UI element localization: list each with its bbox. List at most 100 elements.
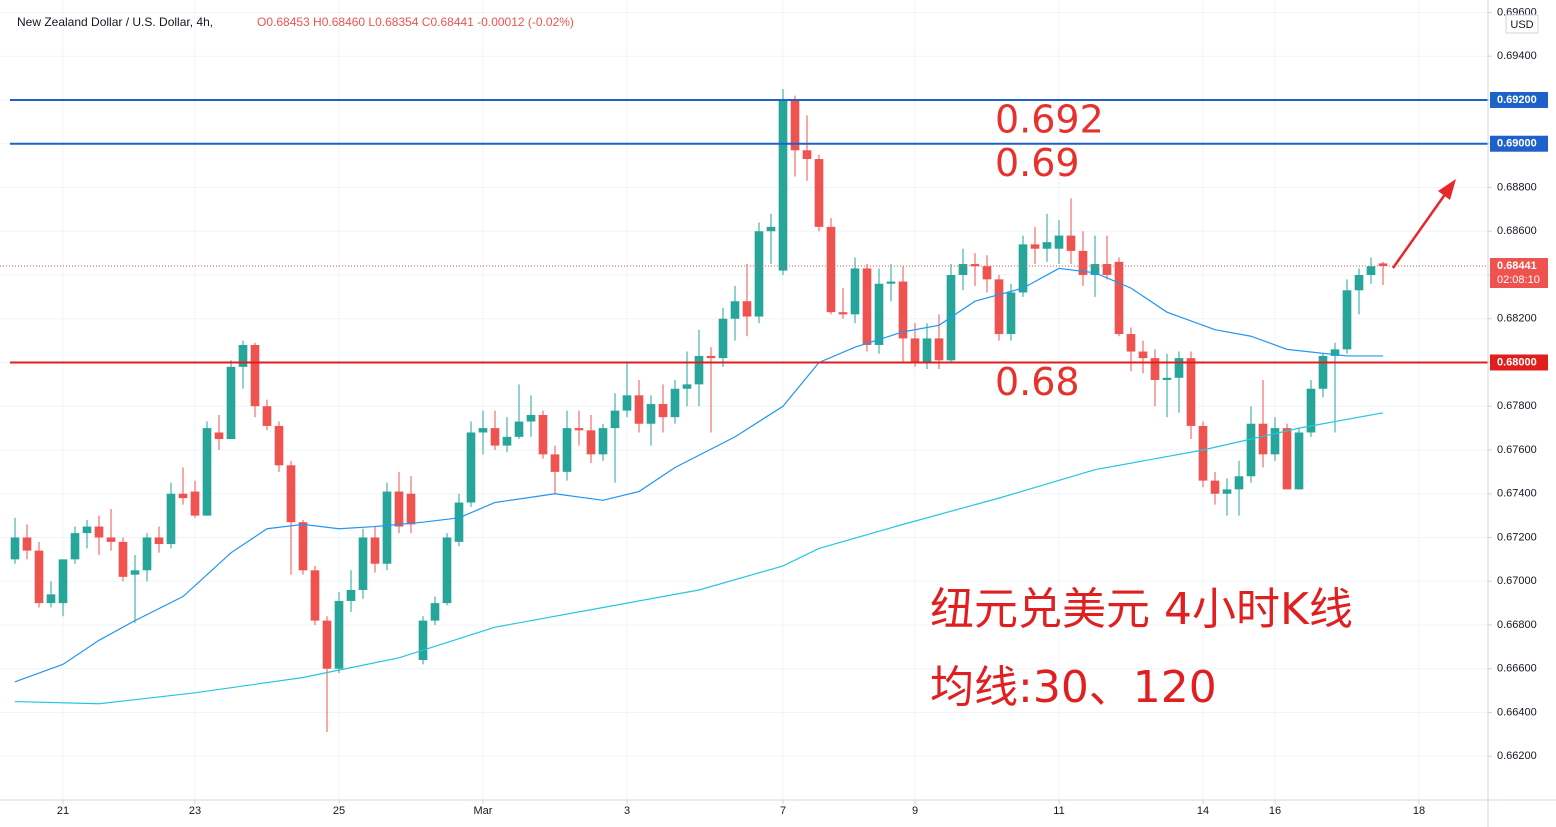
candle-body xyxy=(874,283,884,345)
level-label: 0.68000 xyxy=(1497,356,1537,368)
axis: 0.66200 0.66400 0.66600 0.66800 0.67000 0.672… xyxy=(57,6,1548,817)
candle-body xyxy=(502,436,512,446)
candle-body xyxy=(382,491,392,564)
trend-arrow xyxy=(1391,179,1456,269)
candle-body xyxy=(442,537,452,604)
candle-body xyxy=(1306,388,1316,433)
candle-body xyxy=(10,537,20,560)
candle-body xyxy=(826,226,836,313)
candle-body xyxy=(1042,242,1052,249)
candle-body xyxy=(958,264,968,275)
y-tick-label: 0.66600 xyxy=(1497,663,1537,675)
candle-body xyxy=(274,425,284,466)
candle-body xyxy=(370,537,380,564)
candle-body xyxy=(1150,358,1160,380)
candle-body xyxy=(574,428,584,431)
candle-body xyxy=(718,318,728,359)
y-tick-label: 0.67000 xyxy=(1497,575,1537,587)
candle-body xyxy=(1246,423,1256,477)
candle-body xyxy=(1378,263,1388,267)
candle-body xyxy=(250,344,260,407)
candle-body xyxy=(526,414,536,422)
y-tick-label: 0.67600 xyxy=(1497,444,1537,456)
candle-body xyxy=(394,491,404,527)
candle-body xyxy=(730,301,740,319)
candle-body xyxy=(1294,432,1304,490)
candle-body xyxy=(1210,480,1220,494)
level-annotation: 0.692 xyxy=(995,97,1104,141)
candle-body xyxy=(466,432,476,503)
candle-body xyxy=(634,395,644,424)
candle-body xyxy=(334,600,344,669)
candle-body xyxy=(550,454,560,472)
candle-body xyxy=(1162,377,1172,380)
candle-body xyxy=(1138,351,1148,359)
x-tick-label: 14 xyxy=(1197,805,1209,817)
candle-body xyxy=(1054,235,1064,249)
candle-body xyxy=(586,430,596,455)
candle-body xyxy=(1234,476,1244,490)
candle-body xyxy=(970,264,980,267)
candle-body xyxy=(94,526,104,538)
candle-body xyxy=(766,226,776,232)
candle-body xyxy=(1354,274,1364,291)
level-annotation: 0.69 xyxy=(995,141,1080,185)
y-tick-label: 0.67200 xyxy=(1497,531,1537,543)
arrow-head xyxy=(1438,179,1456,200)
candle-body xyxy=(226,366,236,440)
candle-body xyxy=(142,537,152,571)
x-tick-label: Mar xyxy=(474,805,493,817)
level-label-box xyxy=(1490,354,1548,371)
candle-body xyxy=(1330,349,1340,356)
candle-body xyxy=(1018,244,1028,293)
candle-body xyxy=(1366,266,1376,275)
candle-body xyxy=(1270,428,1280,455)
candle-body xyxy=(1006,292,1016,335)
candle-body xyxy=(82,526,92,534)
candle-body xyxy=(154,537,164,545)
candle-body xyxy=(1078,250,1088,275)
currency-box xyxy=(1505,14,1539,34)
plot: 0.6920.69 0.68 xyxy=(0,89,1488,733)
candle-body xyxy=(214,432,224,440)
candle-body xyxy=(406,493,416,525)
candle-body xyxy=(190,491,200,516)
candle-body xyxy=(262,406,272,426)
y-tick-label: 0.68600 xyxy=(1497,225,1537,237)
candle-body xyxy=(118,541,128,577)
candle-body xyxy=(1186,358,1196,426)
candle-body xyxy=(58,559,68,604)
arrow-shaft xyxy=(1391,192,1448,269)
candle-body xyxy=(202,428,212,516)
candle-body xyxy=(598,428,608,455)
candle-body xyxy=(358,537,368,590)
candle-body xyxy=(922,338,932,363)
candle-body xyxy=(430,603,440,621)
candle-body xyxy=(742,301,752,317)
candle-body xyxy=(1066,235,1076,251)
x-tick-label: 25 xyxy=(333,805,345,817)
y-tick-label: 0.69400 xyxy=(1497,50,1537,62)
level-annotation: 0.68 xyxy=(995,360,1080,404)
candle-body xyxy=(454,502,464,542)
candle-body xyxy=(238,344,248,367)
annotation: 均线:30、120 xyxy=(930,662,1217,713)
candle-body xyxy=(682,384,692,389)
candle-body xyxy=(34,550,44,604)
candle-body xyxy=(1318,355,1328,389)
candle-body xyxy=(982,266,992,280)
y-tick-label: 0.66800 xyxy=(1497,619,1537,631)
level-label: 0.69000 xyxy=(1497,138,1537,150)
candle-body xyxy=(862,268,872,345)
candle-body xyxy=(1030,244,1040,249)
x-tick-label: 9 xyxy=(912,805,918,817)
candle-body xyxy=(310,570,320,621)
candle-body xyxy=(1198,425,1208,481)
candle-body xyxy=(802,150,812,160)
y-tick-label: 0.66200 xyxy=(1497,750,1537,762)
candle-body xyxy=(1222,489,1232,494)
y-tick-label: 0.68800 xyxy=(1497,181,1537,193)
